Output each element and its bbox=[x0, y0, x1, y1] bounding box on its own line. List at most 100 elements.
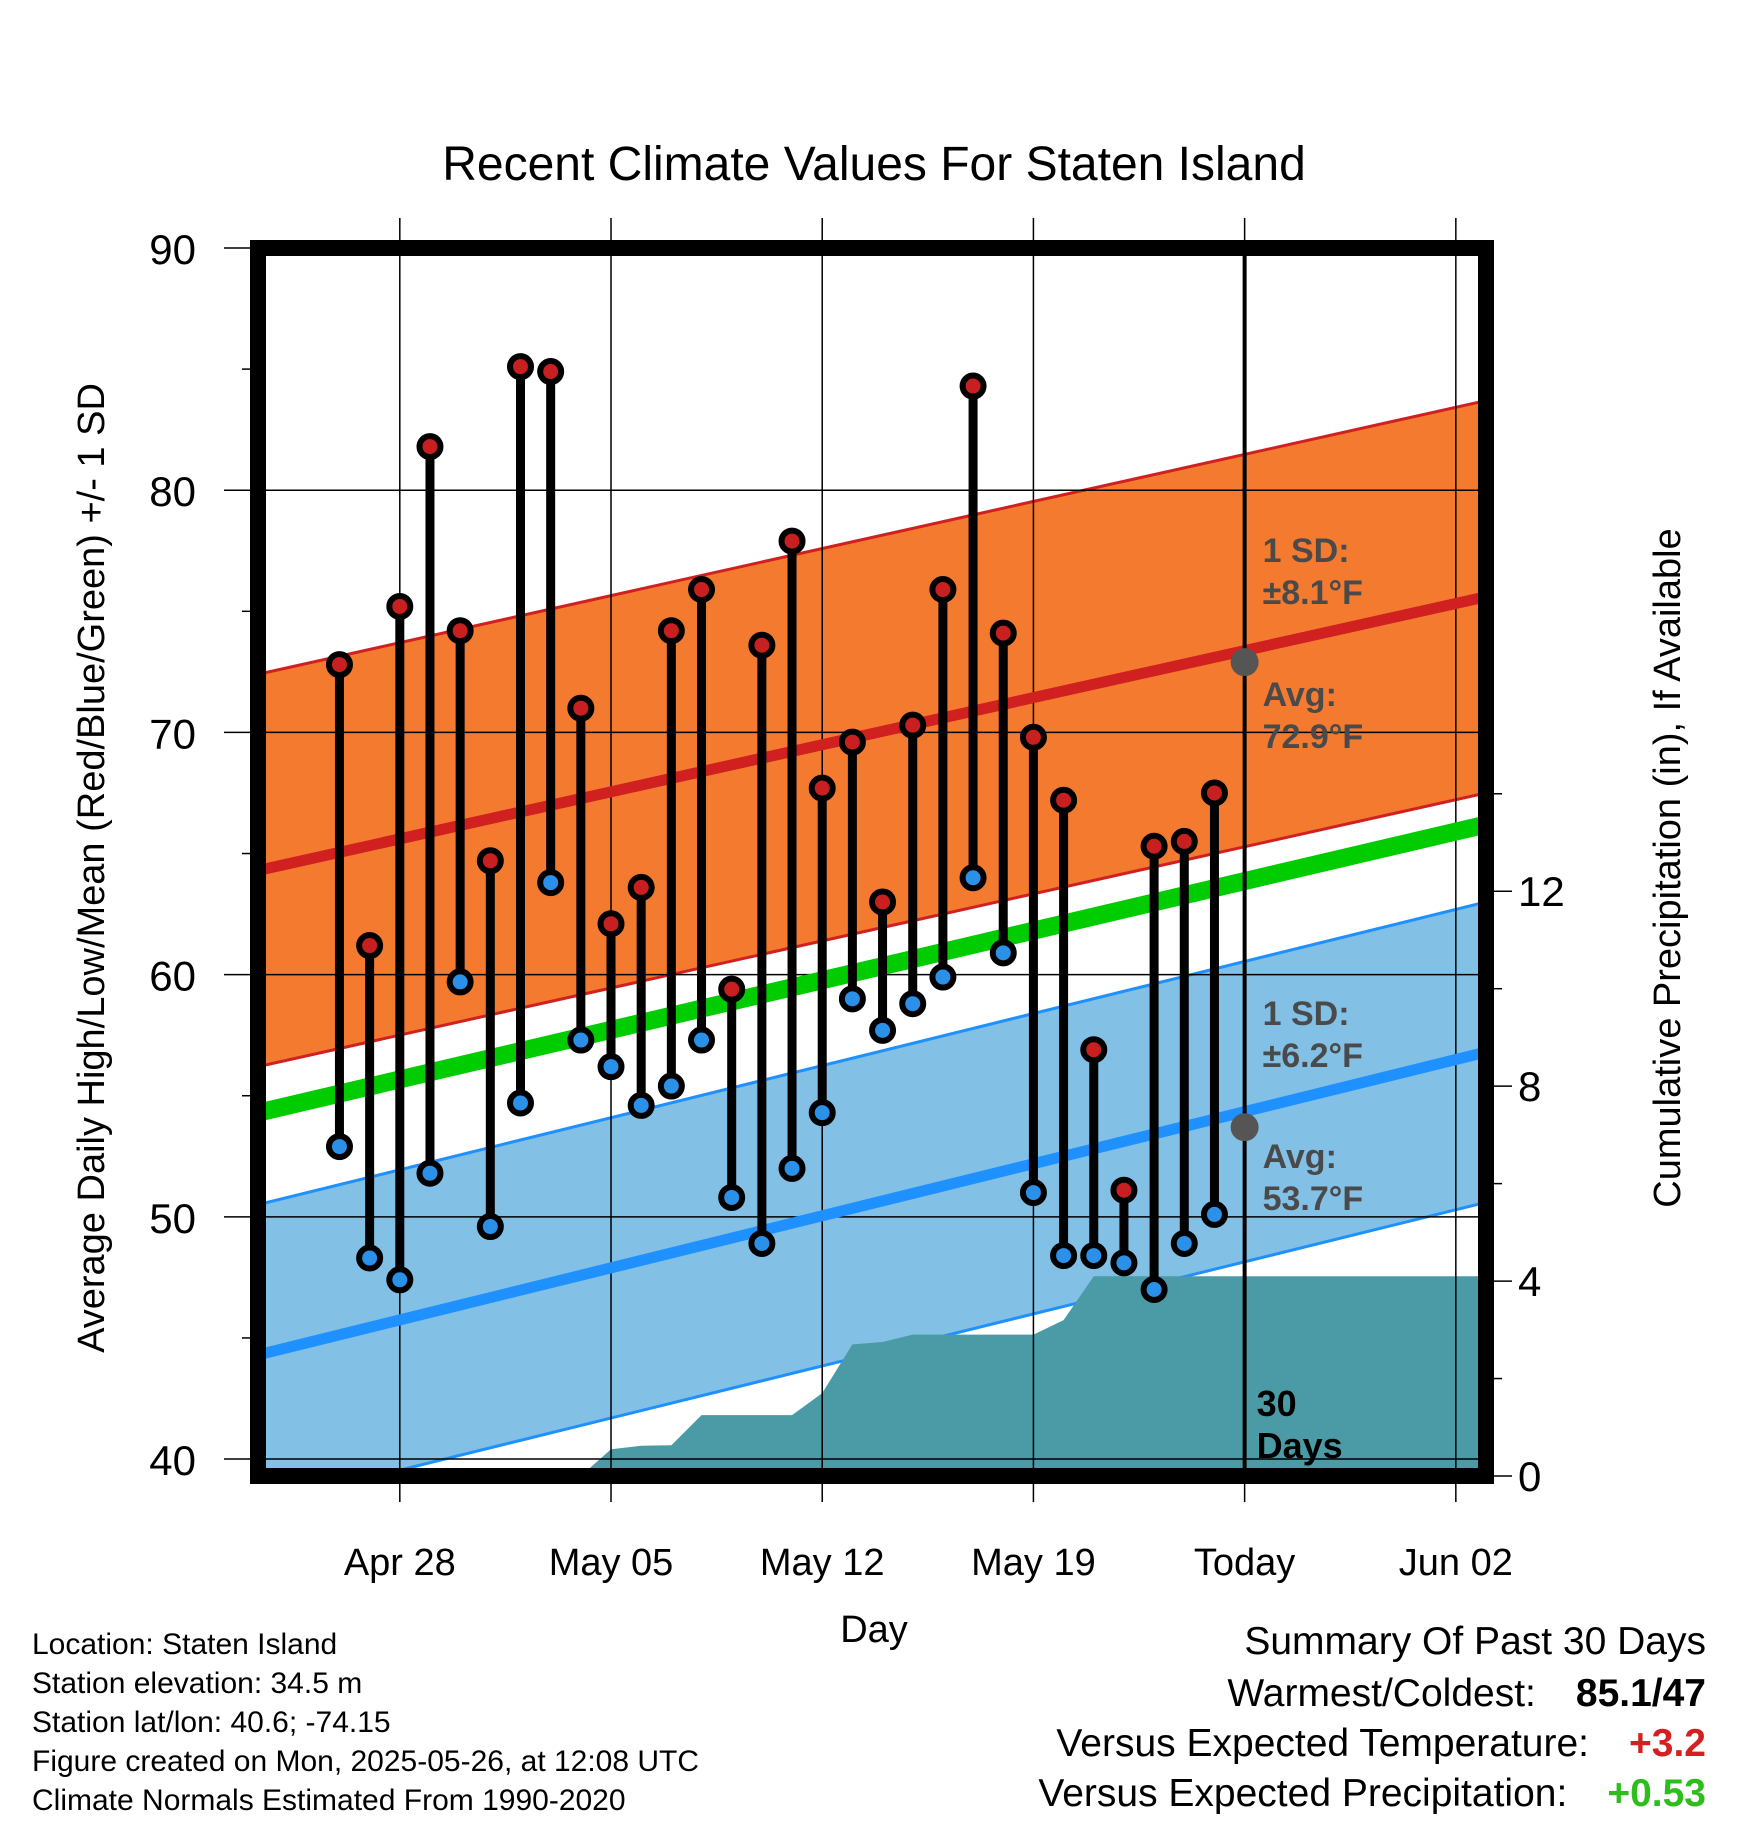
days-count-label: 30 bbox=[1257, 1383, 1297, 1424]
info-created: Figure created on Mon, 2025-05-26, at 12… bbox=[32, 1745, 700, 1778]
normal-low-upper-edge bbox=[258, 900, 1486, 1207]
daily-high-point bbox=[1170, 827, 1198, 855]
daily-low-point bbox=[929, 963, 957, 991]
daily-high-point bbox=[899, 711, 927, 739]
daily-high-point bbox=[567, 694, 595, 722]
daily-low-point bbox=[446, 968, 474, 996]
x-tick-label: May 19 bbox=[971, 1542, 1096, 1584]
daily-high-point bbox=[869, 888, 897, 916]
precip-area bbox=[339, 1276, 1486, 1476]
summary-title: Summary Of Past 30 Days bbox=[1244, 1620, 1706, 1663]
summary-precip-label: Versus Expected Precipitation: bbox=[1038, 1772, 1568, 1815]
daily-low-point bbox=[597, 1053, 625, 1081]
info-normals: Climate Normals Estimated From 1990-2020 bbox=[32, 1784, 626, 1817]
y2-tick-label: 0 bbox=[1518, 1453, 1541, 1500]
daily-low-point bbox=[959, 864, 987, 892]
daily-high-point bbox=[446, 617, 474, 645]
daily-high-point bbox=[356, 932, 384, 960]
daily-low-point bbox=[1170, 1229, 1198, 1257]
high-sd-value: ±8.1°F bbox=[1263, 574, 1363, 612]
normal-mean-line bbox=[258, 815, 1486, 1122]
daily-low-point bbox=[899, 990, 927, 1018]
daily-low-point bbox=[748, 1229, 776, 1257]
axes: 40 50 60 70 80 90 0 4 8 12 Apr 28 May 05 May 12 May 1… bbox=[149, 218, 1565, 1584]
daily-high-point bbox=[416, 433, 444, 461]
daily-low-point bbox=[718, 1183, 746, 1211]
today-low-avg-marker bbox=[1230, 1113, 1259, 1142]
daily-low-point bbox=[1200, 1200, 1228, 1228]
daily-low-point bbox=[1019, 1179, 1047, 1207]
normal-high-lower-edge bbox=[258, 791, 1486, 1069]
y2-tick-label: 4 bbox=[1518, 1258, 1541, 1305]
plot-area bbox=[258, 248, 1486, 1476]
daily-high-point bbox=[1140, 832, 1168, 860]
daily-high-point bbox=[476, 847, 504, 875]
high-avg-value: 72.9°F bbox=[1263, 718, 1364, 756]
plot-clip-group bbox=[258, 248, 1486, 1476]
summary-temp-row: Versus Expected Temperature: +3.2 bbox=[1056, 1722, 1706, 1766]
daily-high-point bbox=[989, 619, 1017, 647]
y-tick-label: 70 bbox=[149, 710, 196, 757]
daily-low-point bbox=[808, 1099, 836, 1127]
annotations: 1 SD: ±8.1°F Avg: 72.9°F 1 SD: ±6.2°F Avg: 53.7… bbox=[1257, 532, 1364, 1466]
daily-low-point bbox=[325, 1133, 353, 1161]
daily-low-point bbox=[989, 939, 1017, 967]
daily-high-point bbox=[1110, 1176, 1138, 1204]
daily-low-point bbox=[1140, 1275, 1168, 1303]
daily-high-point bbox=[597, 910, 625, 938]
daily-high-point bbox=[838, 728, 866, 756]
daily-high-point bbox=[959, 372, 987, 400]
y-tick-label: 60 bbox=[149, 953, 196, 1000]
daily-low-point bbox=[506, 1089, 534, 1117]
daily-low-point bbox=[356, 1244, 384, 1272]
info-latlon: Station lat/lon: 40.6; -74.15 bbox=[32, 1706, 391, 1739]
y-tick-label: 40 bbox=[149, 1437, 196, 1484]
daily-low-point bbox=[838, 985, 866, 1013]
low-sd-value: ±6.2°F bbox=[1263, 1037, 1363, 1075]
low-avg-value: 53.7°F bbox=[1263, 1180, 1364, 1218]
daily-high-point bbox=[929, 576, 957, 604]
x-tick-label: Apr 28 bbox=[344, 1542, 456, 1584]
daily-high-point bbox=[506, 353, 534, 381]
daily-low-point bbox=[688, 1026, 716, 1054]
daily-high-point bbox=[657, 617, 685, 645]
normal-low-line bbox=[258, 1046, 1486, 1361]
daily-high-point bbox=[778, 527, 806, 555]
daily-low-point bbox=[386, 1266, 414, 1294]
daily-high-point bbox=[1080, 1036, 1108, 1064]
summary-temp-value: +3.2 bbox=[1629, 1722, 1706, 1765]
x-tick-label: Jun 02 bbox=[1399, 1542, 1513, 1584]
daily-high-point bbox=[1019, 723, 1047, 751]
daily-high-point bbox=[386, 592, 414, 620]
daily-high-point bbox=[808, 774, 836, 802]
daily-low-point bbox=[778, 1154, 806, 1182]
normal-low-band bbox=[258, 901, 1486, 1476]
high-sd-label: 1 SD: bbox=[1263, 532, 1350, 570]
daily-high-point bbox=[627, 873, 655, 901]
daily-high-point bbox=[1050, 786, 1078, 814]
daily-low-point bbox=[537, 869, 565, 897]
daily-low-point bbox=[1110, 1249, 1138, 1277]
daily-low-point bbox=[1050, 1242, 1078, 1270]
today-high-avg-marker bbox=[1230, 648, 1259, 677]
daily-high-point bbox=[537, 358, 565, 386]
chart-title: Recent Climate Values For Staten Island bbox=[442, 138, 1306, 191]
info-location: Location: Staten Island bbox=[32, 1628, 338, 1661]
high-avg-label: Avg: bbox=[1263, 676, 1337, 714]
summary-warmest-value: 85.1/47 bbox=[1575, 1672, 1706, 1715]
summary-warmest-label: Warmest/Coldest: bbox=[1227, 1672, 1536, 1715]
daily-low-point bbox=[476, 1213, 504, 1241]
y-tick-label: 90 bbox=[149, 226, 196, 273]
daily-high-point bbox=[718, 975, 746, 1003]
daily-high-point bbox=[1200, 779, 1228, 807]
x-tick-label: May 05 bbox=[549, 1542, 674, 1584]
low-sd-label: 1 SD: bbox=[1263, 995, 1350, 1033]
y2-axis-label: Cumulative Precipitation (in), If Availa… bbox=[1647, 528, 1689, 1207]
info-elevation: Station elevation: 34.5 m bbox=[32, 1667, 363, 1700]
summary-precip-value: +0.53 bbox=[1607, 1772, 1706, 1815]
daily-high-point bbox=[688, 576, 716, 604]
daily-high-point bbox=[748, 631, 776, 659]
daily-high-point bbox=[325, 651, 353, 679]
plot-frame bbox=[250, 240, 1494, 1484]
